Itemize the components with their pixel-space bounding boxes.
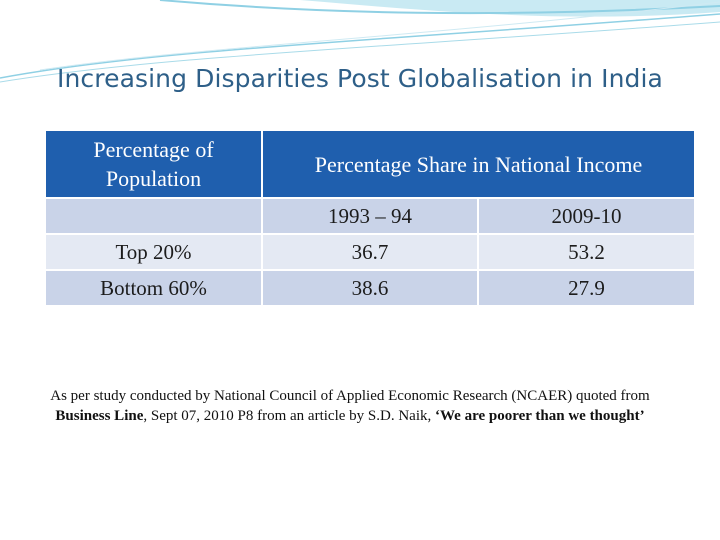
period-1993: 1993 – 94 — [261, 197, 479, 235]
value-1993: 36.7 — [261, 233, 479, 271]
header-population: Percentage of Population — [44, 129, 263, 199]
value-2009: 53.2 — [476, 233, 697, 271]
period-2009: 2009-10 — [476, 197, 697, 235]
table-header-row: Percentage of Population Percentage Shar… — [44, 129, 697, 199]
table-row: Bottom 60% 38.6 27.9 — [44, 269, 697, 307]
decorative-swoosh — [0, 0, 720, 83]
caption-text-1: As per study conducted by National Counc… — [50, 388, 650, 404]
empty-cell — [44, 197, 263, 235]
group-label: Top 20% — [44, 233, 263, 271]
value-2009: 27.9 — [476, 269, 697, 307]
caption-article-title: ‘We are poorer than we thought’ — [435, 408, 645, 424]
group-label: Bottom 60% — [44, 269, 263, 307]
table-row-periods: 1993 – 94 2009-10 — [44, 197, 697, 235]
header-income-share: Percentage Share in National Income — [260, 129, 697, 199]
value-1993: 38.6 — [261, 269, 479, 307]
slide-title: Increasing Disparities Post Globalisatio… — [57, 64, 663, 93]
source-caption: As per study conducted by National Counc… — [50, 386, 650, 426]
table-row: Top 20% 36.7 53.2 — [44, 233, 697, 271]
income-share-table: Percentage of Population Percentage Shar… — [44, 129, 697, 307]
caption-source: Business Line — [55, 408, 144, 424]
caption-text-2: , Sept 07, 2010 P8 from an article by S.… — [143, 408, 435, 424]
